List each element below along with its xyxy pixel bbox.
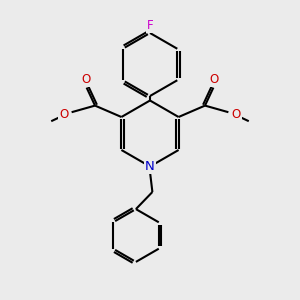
Text: O: O: [210, 73, 219, 86]
Text: O: O: [232, 108, 241, 121]
Text: N: N: [145, 160, 155, 173]
Text: O: O: [81, 73, 90, 86]
Text: O: O: [59, 108, 68, 121]
Text: F: F: [147, 19, 153, 32]
